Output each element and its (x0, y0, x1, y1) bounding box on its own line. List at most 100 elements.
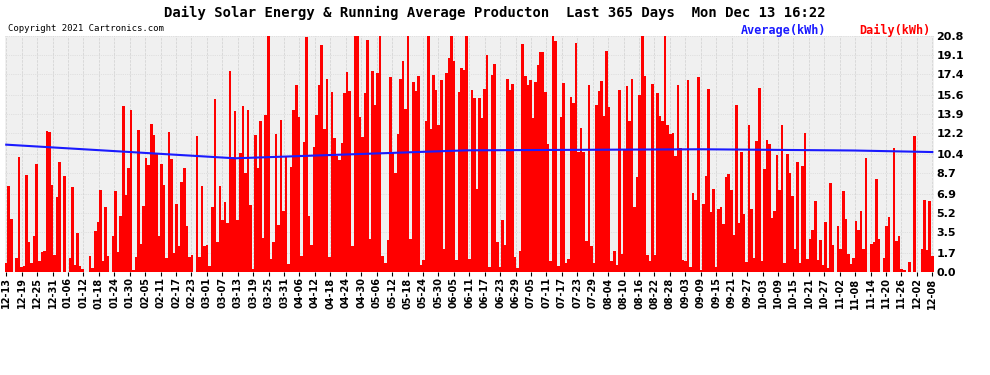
Bar (353, 36, 356, 272)
Bar (517, 268, 519, 272)
Bar (46, 131, 49, 272)
Bar (348, 91, 351, 272)
Bar (572, 103, 575, 272)
Bar (501, 220, 504, 272)
Bar (328, 257, 331, 272)
Bar (493, 64, 496, 272)
Bar (8, 186, 10, 272)
Bar (160, 164, 162, 272)
Bar (646, 255, 648, 272)
Bar (178, 246, 180, 272)
Bar (285, 156, 287, 272)
Bar (725, 177, 728, 272)
Bar (728, 174, 730, 272)
Bar (506, 79, 509, 272)
Bar (152, 135, 155, 272)
Bar (237, 220, 239, 272)
Bar (79, 266, 81, 272)
Bar (386, 240, 389, 272)
Bar (796, 162, 799, 272)
Bar (844, 219, 847, 272)
Text: Daily Solar Energy & Running Average Producton  Last 365 Days  Mon Dec 13 16:22: Daily Solar Energy & Running Average Pro… (164, 6, 826, 20)
Bar (814, 201, 817, 272)
Bar (595, 105, 598, 272)
Bar (679, 148, 682, 272)
Bar (417, 76, 420, 272)
Bar (379, 36, 381, 272)
Bar (196, 136, 198, 272)
Bar (341, 143, 344, 272)
Bar (399, 79, 402, 272)
Bar (786, 153, 789, 272)
Bar (112, 236, 115, 272)
Bar (155, 153, 157, 272)
Bar (26, 175, 28, 272)
Bar (849, 264, 852, 272)
Bar (741, 152, 742, 272)
Bar (562, 83, 564, 272)
Bar (183, 168, 185, 272)
Bar (162, 184, 165, 272)
Bar (368, 238, 371, 272)
Bar (702, 204, 705, 272)
Bar (929, 201, 931, 272)
Bar (684, 261, 687, 272)
Bar (316, 115, 318, 272)
Bar (577, 152, 580, 272)
Bar (776, 155, 778, 272)
Bar (809, 239, 812, 272)
Bar (669, 134, 671, 272)
Bar (53, 255, 55, 272)
Bar (898, 236, 901, 272)
Bar (346, 72, 348, 272)
Bar (425, 121, 428, 272)
Bar (587, 86, 590, 272)
Bar (175, 204, 178, 272)
Bar (875, 179, 877, 272)
Bar (840, 249, 842, 272)
Bar (99, 190, 102, 272)
Bar (524, 76, 527, 272)
Bar (626, 86, 629, 272)
Bar (331, 92, 334, 272)
Bar (694, 200, 697, 272)
Bar (661, 121, 664, 272)
Bar (738, 223, 741, 272)
Bar (71, 187, 73, 272)
Bar (234, 111, 237, 272)
Bar (750, 210, 753, 272)
Bar (773, 211, 776, 272)
Bar (580, 128, 582, 272)
Bar (321, 45, 323, 272)
Bar (180, 182, 183, 272)
Bar (303, 142, 305, 272)
Bar (692, 194, 694, 272)
Bar (908, 262, 911, 272)
Bar (135, 257, 138, 272)
Bar (5, 263, 8, 272)
Bar (488, 267, 491, 272)
Bar (339, 160, 341, 272)
Bar (185, 226, 188, 272)
Bar (336, 156, 339, 272)
Bar (81, 269, 84, 272)
Bar (446, 73, 447, 272)
Bar (549, 261, 552, 272)
Bar (167, 132, 170, 272)
Bar (219, 186, 221, 272)
Bar (822, 265, 824, 272)
Bar (648, 261, 651, 272)
Bar (344, 93, 346, 272)
Bar (603, 116, 605, 272)
Bar (718, 209, 720, 272)
Bar (901, 269, 903, 272)
Bar (120, 216, 122, 272)
Bar (483, 89, 486, 272)
Bar (865, 158, 867, 272)
Bar (313, 147, 316, 272)
Bar (308, 216, 310, 272)
Bar (224, 202, 227, 272)
Bar (567, 259, 570, 272)
Bar (710, 212, 712, 272)
Bar (138, 130, 140, 272)
